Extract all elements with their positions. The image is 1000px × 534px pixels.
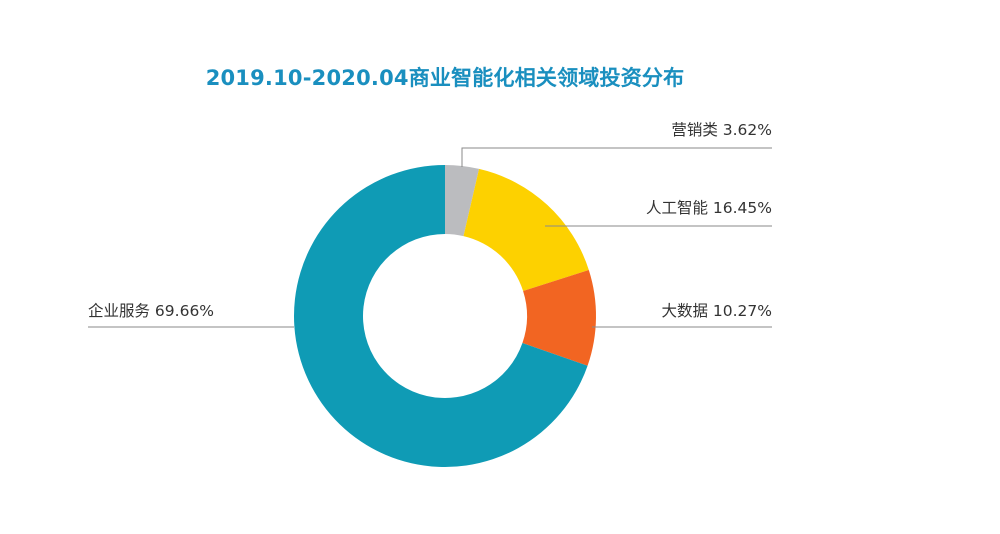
slice-label-big-data: 大数据 10.27%: [661, 302, 772, 320]
slice-enterprise-services: [294, 165, 588, 467]
slice-label-marketing: 营销类 3.62%: [671, 121, 772, 139]
slice-big-data: [522, 269, 596, 366]
label-leader-lines: [88, 147, 772, 328]
slice-label-ai: 人工智能 16.45%: [646, 199, 772, 217]
leader-line-marketing: [461, 147, 772, 167]
donut-slices: [294, 165, 596, 467]
slice-marketing: [445, 165, 480, 237]
chart-title: 2019.10-2020.04商业智能化相关领域投资分布: [205, 66, 685, 90]
slice-labels: 营销类 3.62% 人工智能 16.45% 大数据 10.27% 企业服务 69.66…: [88, 121, 772, 320]
slice-label-enterprise-services: 企业服务 69.66%: [88, 302, 214, 320]
slice-ai: [463, 168, 589, 292]
